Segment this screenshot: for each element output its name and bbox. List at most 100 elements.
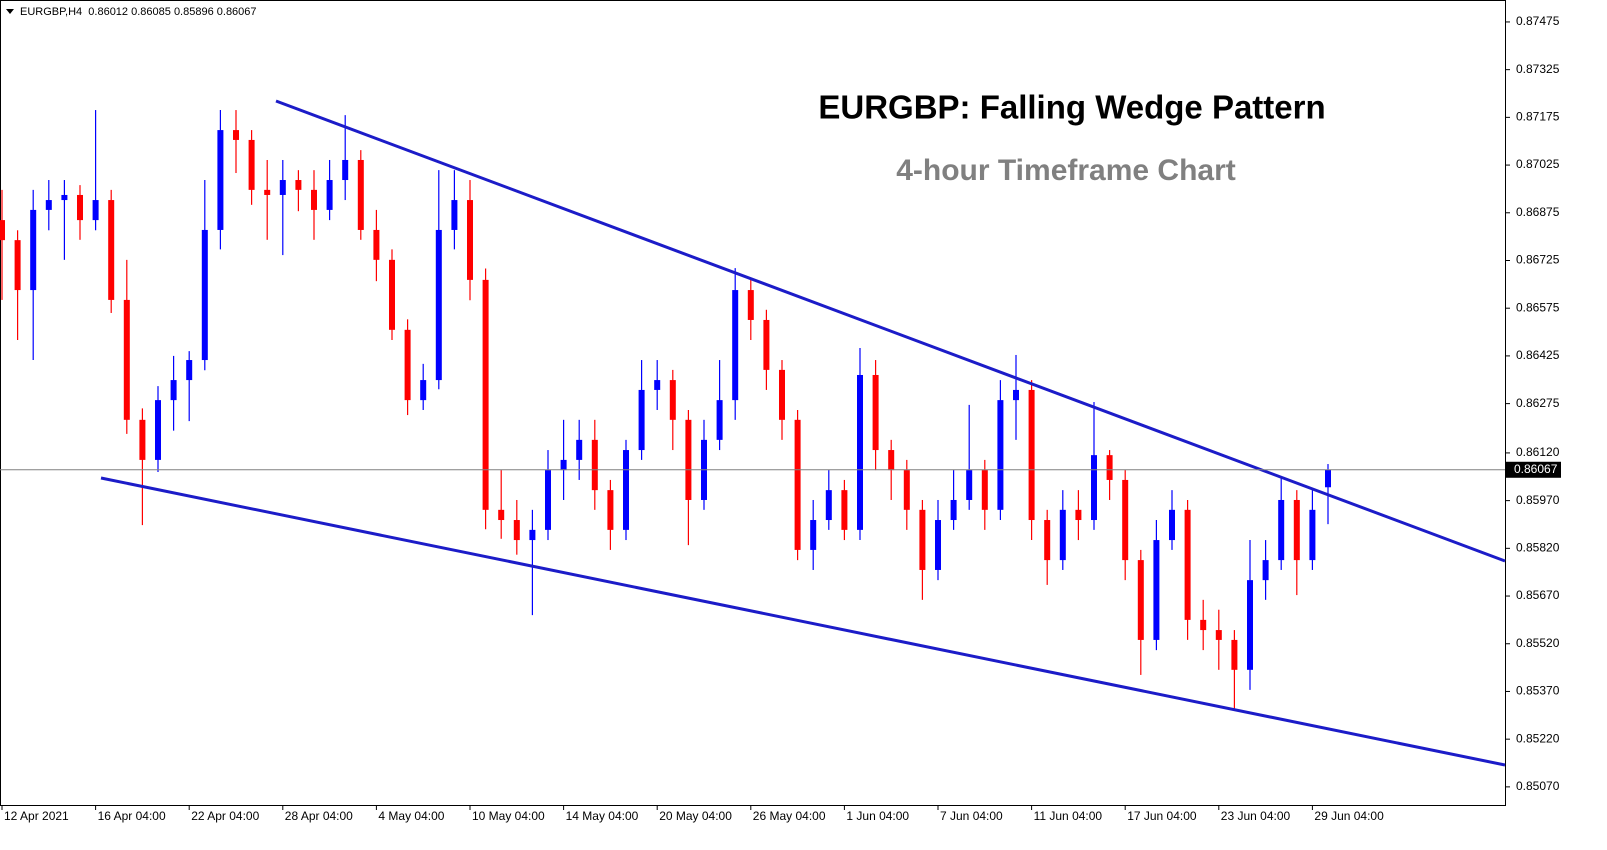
candle-body (61, 194, 68, 201)
candle-body (1215, 630, 1222, 640)
x-tick-label: 29 Jun 04:00 (1314, 809, 1384, 823)
candle-body (1122, 479, 1129, 561)
candle-body (1247, 580, 1253, 670)
candle-body (14, 240, 21, 291)
upper-trendline (275, 99, 1506, 563)
x-tick-label: 17 Jun 04:00 (1127, 809, 1197, 823)
symbol-header: EURGBP,H4 0.86012 0.86085 0.85896 0.8606… (20, 6, 257, 18)
candle-body (1059, 509, 1066, 561)
candle-body (935, 520, 941, 570)
candle-body (623, 450, 629, 530)
x-tick-label: 22 Apr 04:00 (191, 809, 259, 823)
candle-body (1200, 619, 1207, 631)
candle-body (1075, 509, 1082, 521)
candle-body (1184, 509, 1191, 620)
candle-body (435, 229, 442, 381)
candle-body (1028, 389, 1035, 521)
candle-body (30, 209, 37, 291)
candle-body (950, 499, 957, 521)
candles (0, 110, 1331, 710)
y-tick-label: 0.87475 (1516, 14, 1560, 28)
open-value: 0.86012 (88, 6, 129, 18)
candle-body (295, 180, 302, 190)
candle-body (732, 290, 739, 401)
plot-frame (0, 0, 1506, 806)
candle-body (108, 200, 115, 300)
candle-body (1231, 639, 1238, 670)
candle-body (545, 470, 551, 530)
candle-body (248, 139, 255, 190)
candle-body (638, 389, 645, 451)
x-tick-label: 10 May 04:00 (472, 809, 545, 823)
y-tick-label: 0.85070 (1516, 779, 1560, 793)
candle-body (981, 470, 988, 510)
candle-body (841, 490, 848, 530)
candle-body (607, 490, 614, 530)
y-tick-label: 0.85970 (1516, 493, 1560, 507)
candle-body (92, 200, 99, 221)
candle-body (1137, 560, 1144, 640)
candle-body (326, 180, 333, 210)
y-tick-label: 0.86875 (1516, 205, 1560, 219)
x-tick-label: 26 May 04:00 (753, 809, 826, 823)
candle-body (1262, 560, 1269, 581)
candle-body (576, 439, 583, 460)
candle-body (654, 380, 661, 390)
candle-body (45, 200, 52, 210)
candle-body (825, 490, 832, 521)
candle-body (264, 189, 271, 195)
candle-body (1293, 499, 1300, 561)
candle-body (966, 470, 973, 500)
candle-body (123, 299, 130, 420)
y-tick-label: 0.85820 (1516, 541, 1560, 555)
candle-body (311, 189, 317, 210)
chart-subtitle: 4-hour Timeframe Chart (896, 154, 1236, 187)
menu-triangle[interactable] (6, 9, 14, 14)
candle-body (389, 259, 395, 330)
y-tick-label: 0.87175 (1516, 110, 1560, 124)
candle-body (201, 229, 208, 361)
candle-body (919, 509, 926, 570)
x-tick-label: 4 May 04:00 (378, 809, 444, 823)
y-tick-label: 0.86575 (1516, 300, 1560, 314)
candle-body (669, 380, 676, 420)
x-tick-label: 28 Apr 04:00 (285, 809, 353, 823)
candle-body (498, 509, 505, 521)
y-tick-label: 0.87025 (1516, 157, 1560, 171)
candle-body (373, 229, 380, 260)
chart-title: EURGBP: Falling Wedge Pattern (818, 89, 1325, 126)
y-tick-label: 0.86120 (1516, 445, 1560, 459)
candle-body (747, 290, 754, 320)
candle-body (1309, 509, 1316, 561)
candle-body (888, 450, 895, 471)
y-tick-label: 0.86725 (1516, 253, 1560, 267)
candle-body (482, 279, 489, 510)
candle-body (1091, 455, 1097, 521)
candle-body (997, 400, 1004, 510)
candle-body (404, 329, 411, 401)
lower-trendline (100, 476, 1506, 767)
candle-body (0, 220, 5, 241)
candle-body (857, 374, 863, 530)
y-tick-label: 0.85520 (1516, 636, 1560, 650)
candle-body (763, 319, 770, 370)
candle-body (186, 360, 193, 381)
candle-body (810, 520, 817, 550)
candle-body (1153, 540, 1160, 640)
low-value: 0.85896 (173, 6, 214, 18)
y-tick-label: 0.85670 (1516, 588, 1560, 602)
symbol: EURGBP,H4 (20, 6, 83, 18)
candle-body (77, 194, 83, 221)
candle-body (529, 529, 536, 541)
x-tick-label: 11 Jun 04:00 (1034, 809, 1103, 823)
candle-body (560, 459, 567, 471)
y-tick-label: 0.85370 (1516, 684, 1560, 698)
candle-body (872, 374, 879, 451)
candle-body (1325, 469, 1331, 488)
candle-body (279, 180, 286, 195)
candle-body (170, 380, 177, 401)
candle-body (155, 400, 161, 460)
candle-body (357, 159, 364, 230)
candle-body (217, 130, 224, 230)
candle-body (716, 400, 723, 440)
